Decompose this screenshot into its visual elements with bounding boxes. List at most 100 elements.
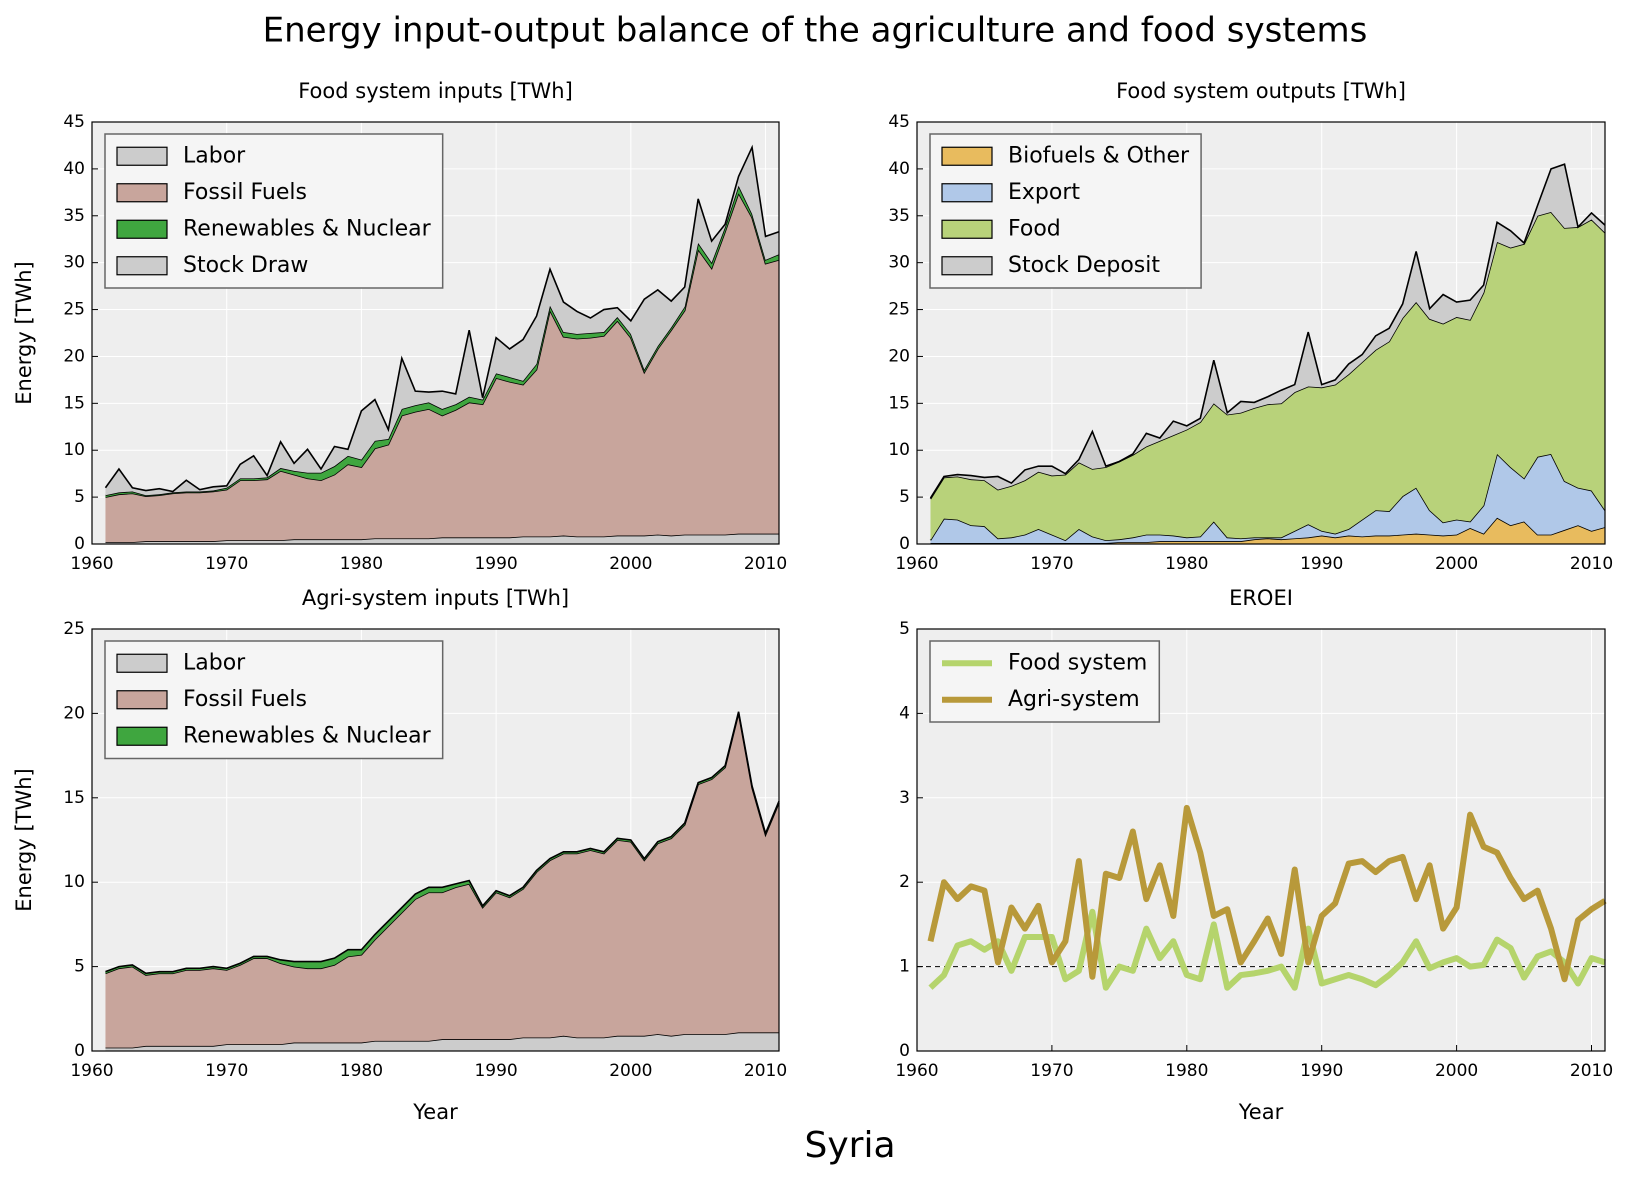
- legend-swatch: [941, 256, 993, 276]
- subplot: 0 1 2 3 4 5 1960 1970 1980 1990 2000 2010 EROEI Year F…: [895, 586, 1613, 1124]
- x-tick-label: 2010: [1570, 554, 1613, 574]
- legend-label: Fossil Fuels: [183, 180, 307, 205]
- x-tick-label: 1980: [340, 1061, 383, 1081]
- legend: Biofuels & Other Export Food Stock Deposit: [929, 133, 1202, 289]
- legend-swatch: [941, 146, 993, 166]
- x-tick-label: 1980: [1165, 554, 1208, 574]
- subplot: 0 5 10 15 20 25 30 35 40 45 1960 1970 1980 1990 2000 20…: [888, 79, 1613, 574]
- y-tick-label: 5: [74, 487, 85, 507]
- x-tick-label: 1960: [895, 1061, 938, 1081]
- x-tick-label: 1990: [474, 1061, 517, 1081]
- legend-label: Renewables & Nuclear: [183, 216, 432, 241]
- legend-label: Renewables & Nuclear: [183, 723, 432, 748]
- y-tick-label: 1: [899, 957, 910, 977]
- x-tick-label: 2010: [1570, 1061, 1613, 1081]
- y-tick-label: 35: [63, 206, 85, 226]
- legend: Labor Fossil Fuels Renewables & Nuclear: [104, 640, 444, 760]
- legend-label: Biofuels & Other: [1008, 143, 1190, 168]
- y-tick-label: 5: [899, 619, 910, 639]
- line: [927, 804, 1607, 983]
- legend-swatch: [116, 183, 168, 203]
- x-axis-label: Year: [412, 1100, 458, 1124]
- y-tick-label: 20: [63, 703, 85, 723]
- legend-swatch: [116, 256, 168, 276]
- legend: Labor Fossil Fuels Renewables & Nuclear Sto…: [104, 133, 444, 289]
- x-tick-label: 1960: [70, 1061, 113, 1081]
- y-tick-label: 0: [899, 534, 910, 554]
- y-tick-label: 20: [888, 346, 910, 366]
- legend-label: Stock Deposit: [1008, 253, 1160, 278]
- area: [930, 212, 1605, 541]
- figure-caption: Syria: [804, 1125, 895, 1166]
- plot-frame: [916, 628, 1606, 1052]
- area-edge: [105, 711, 780, 975]
- y-tick-label: 25: [888, 300, 910, 320]
- y-tick-label: 4: [899, 703, 910, 723]
- x-tick-label: 1970: [205, 1061, 248, 1081]
- y-tick-label: 30: [63, 253, 85, 273]
- legend-label: Agri-system: [1008, 687, 1140, 712]
- y-tick-label: 10: [63, 872, 85, 892]
- x-tick-label: 1990: [1300, 554, 1343, 574]
- x-tick-label: 1970: [1030, 1061, 1073, 1081]
- legend-swatch: [116, 146, 168, 166]
- area: [930, 517, 1605, 544]
- legend-label: Food: [1008, 216, 1061, 241]
- subplot-title: EROEI: [1229, 586, 1293, 610]
- legend-swatch: [941, 183, 993, 203]
- y-tick-label: 2: [899, 872, 910, 892]
- x-tick-label: 1970: [1030, 554, 1073, 574]
- subplot-title: Food system inputs [TWh]: [298, 79, 573, 103]
- y-tick-label: 35: [888, 206, 910, 226]
- legend-label: Food system: [1008, 650, 1147, 675]
- subplot: 0 5 10 15 20 25 30 35 40 45 1960 1970 1980 1990 2000 20…: [12, 79, 787, 574]
- legend-swatch: [116, 690, 168, 710]
- x-axis-label: Year: [1238, 1100, 1284, 1124]
- y-tick-label: 15: [63, 393, 85, 413]
- x-tick-label: 1970: [205, 554, 248, 574]
- x-tick-label: 2000: [609, 1061, 652, 1081]
- x-tick-label: 1990: [1300, 1061, 1343, 1081]
- area: [930, 453, 1605, 544]
- subplot-title: Food system outputs [TWh]: [1116, 79, 1406, 103]
- subplot: 0 5 10 15 20 25 1960 1970 1980 1990 2000 2010 Agri-s…: [12, 586, 787, 1124]
- x-tick-label: 1960: [895, 554, 938, 574]
- y-tick-label: 10: [63, 440, 85, 460]
- y-tick-label: 25: [63, 619, 85, 639]
- area: [105, 713, 780, 1048]
- plot-frame: [91, 628, 780, 1052]
- y-tick-label: 0: [74, 534, 85, 554]
- plot-frame: [91, 121, 780, 545]
- x-tick-label: 2010: [744, 1061, 787, 1081]
- legend-label: Export: [1008, 180, 1080, 205]
- y-tick-label: 40: [888, 159, 910, 179]
- legend-swatch: [116, 219, 168, 239]
- plot-frame: [916, 121, 1606, 545]
- x-tick-label: 2010: [744, 554, 787, 574]
- subplot-title: Agri-system inputs [TWh]: [302, 586, 569, 610]
- x-tick-label: 1990: [474, 554, 517, 574]
- y-tick-label: 15: [888, 393, 910, 413]
- legend-label: Labor: [183, 650, 246, 675]
- x-tick-label: 2000: [1435, 1061, 1478, 1081]
- legend-swatch: [941, 219, 993, 239]
- y-tick-label: 45: [63, 112, 85, 132]
- y-tick-label: 0: [899, 1041, 910, 1061]
- y-tick-label: 40: [63, 159, 85, 179]
- area-edge: [929, 163, 1606, 499]
- figure-title: Energy input-output balance of the agric…: [263, 11, 1368, 51]
- y-tick-label: 30: [888, 253, 910, 273]
- y-tick-label: 15: [63, 788, 85, 808]
- y-axis-label: Energy [TWh]: [12, 261, 36, 404]
- y-tick-label: 5: [899, 487, 910, 507]
- y-tick-label: 25: [63, 300, 85, 320]
- y-tick-label: 3: [899, 788, 910, 808]
- y-tick-label: 5: [74, 957, 85, 977]
- legend-swatch: [116, 726, 168, 746]
- legend-label: Stock Draw: [183, 253, 308, 278]
- legend-label: Fossil Fuels: [183, 687, 307, 712]
- x-tick-label: 2000: [1435, 554, 1478, 574]
- area: [105, 147, 780, 496]
- legend: Food system Agri-system: [929, 640, 1161, 723]
- y-tick-label: 0: [74, 1041, 85, 1061]
